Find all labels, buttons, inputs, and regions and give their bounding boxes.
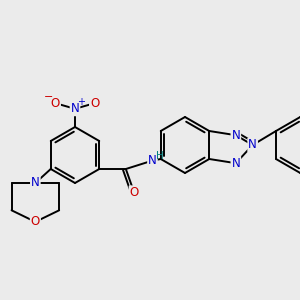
Text: O: O [51, 97, 60, 110]
Text: −: − [44, 92, 53, 102]
Text: N: N [31, 176, 40, 190]
Text: N: N [148, 154, 157, 167]
Text: O: O [130, 186, 139, 199]
Text: O: O [90, 97, 99, 110]
Text: H: H [156, 151, 163, 160]
Text: N: N [70, 102, 80, 115]
Text: N: N [232, 129, 240, 142]
Text: +: + [77, 97, 85, 107]
Text: O: O [31, 215, 40, 228]
Text: N: N [248, 139, 257, 152]
Text: N: N [232, 157, 240, 170]
